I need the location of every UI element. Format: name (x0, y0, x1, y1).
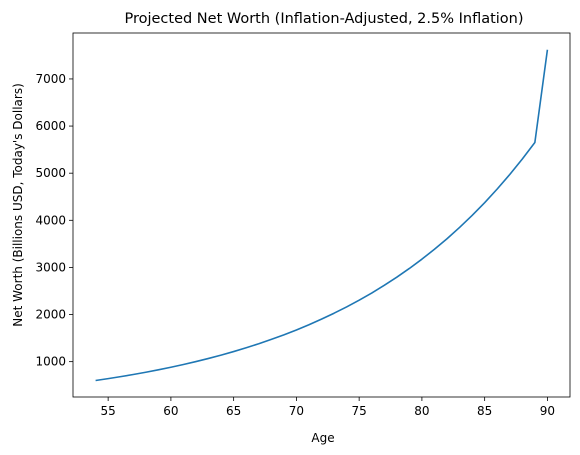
y-tick-label: 6000 (35, 119, 66, 133)
x-axis-label: Age (311, 431, 334, 445)
x-tick-label: 65 (226, 404, 241, 418)
x-tick-label: 90 (540, 404, 555, 418)
plot-frame (72, 32, 571, 398)
x-tick-label: 80 (414, 404, 429, 418)
y-tick-label: 1000 (35, 355, 66, 369)
y-tick-label: 4000 (35, 213, 66, 227)
x-tick-label: 75 (352, 404, 367, 418)
y-axis-label: Net Worth (Billions USD, Today's Dollars… (11, 83, 25, 327)
series-layer (95, 49, 549, 382)
y-tick-label: 3000 (35, 260, 66, 274)
x-axis: 55 60 65 70 75 80 85 90 (101, 397, 555, 418)
x-tick-label: 55 (101, 404, 116, 418)
y-tick-label: 5000 (35, 166, 66, 180)
chart-title: Projected Net Worth (Inflation-Adjusted,… (124, 11, 523, 27)
y-tick-label: 2000 (35, 308, 66, 322)
y-tick-label: 7000 (35, 72, 66, 86)
plot-area: 55 60 65 70 75 80 85 90 1000 2000 3000 4000 5000 600… (35, 32, 571, 418)
x-tick-label: 60 (163, 404, 178, 418)
series-line (95, 49, 549, 382)
x-tick-label: 70 (289, 404, 304, 418)
y-axis: 1000 2000 3000 4000 5000 6000 7000 (35, 72, 73, 369)
x-tick-label: 85 (477, 404, 492, 418)
